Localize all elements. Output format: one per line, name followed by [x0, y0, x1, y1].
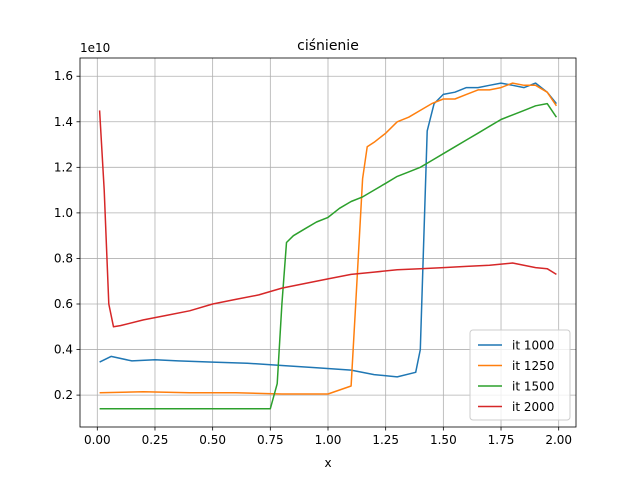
y-tick-label: 0.2 [54, 388, 73, 402]
legend-label: it 1000 [512, 339, 554, 353]
x-tick-label: 1.50 [430, 433, 457, 447]
y-tick-label: 1.4 [54, 115, 73, 129]
legend-label: it 1500 [512, 380, 554, 394]
legend-box [469, 329, 571, 421]
y-axis-ticks: 0.2 0.4 0.6 0.8 1.0 1.2 1.4 1.6 [54, 69, 80, 402]
x-tick-label: 1.25 [372, 433, 399, 447]
x-tick-label: 1.00 [315, 433, 342, 447]
x-tick-label: 0.50 [199, 433, 226, 447]
legend-label: it 1250 [512, 359, 554, 373]
legend-label: it 2000 [512, 400, 554, 414]
legend: it 1000 it 1250 it 1500 it 2000 [469, 329, 571, 421]
x-tick-label: 0.75 [257, 433, 284, 447]
x-tick-label: 0.25 [142, 433, 169, 447]
y-tick-label: 1.0 [54, 206, 73, 220]
y-tick-label: 0.6 [54, 297, 73, 311]
x-tick-label: 1.75 [488, 433, 515, 447]
x-axis-label: x [324, 456, 331, 470]
series-line-it-1500 [99, 102, 558, 410]
y-tick-label: 1.2 [54, 160, 73, 174]
series-line-it-1250 [99, 82, 558, 395]
x-tick-label: 2.00 [545, 433, 572, 447]
chart-title: ciśnienie [297, 38, 359, 54]
x-axis-ticks: 0.00 0.25 0.50 0.75 1.00 1.25 1.50 1.75 2.00 [84, 427, 572, 447]
series-layer [98, 82, 558, 410]
y-tick-label: 1.6 [54, 69, 73, 83]
y-tick-label: 0.4 [54, 343, 73, 357]
y-axis-multiplier: 1e10 [80, 41, 110, 55]
y-tick-label: 0.8 [54, 251, 73, 265]
x-tick-label: 0.00 [84, 433, 111, 447]
series-line-it-2000 [98, 110, 557, 328]
